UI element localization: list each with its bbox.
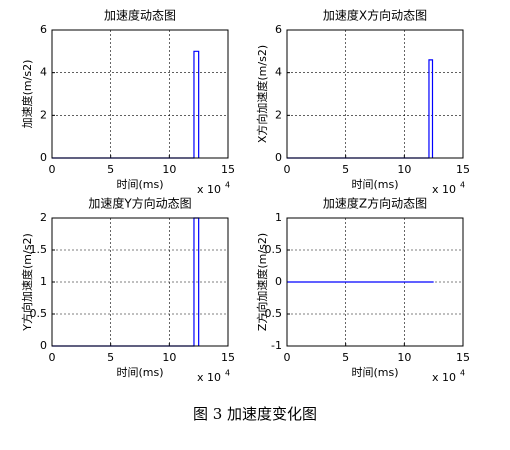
plot-area xyxy=(52,30,228,158)
x-scale-label: x 10 xyxy=(197,371,221,384)
x-axis-label: 时间(ms) xyxy=(351,366,398,379)
x-tick-label: 0 xyxy=(284,351,291,364)
x-scale-exponent: 4 xyxy=(225,181,230,190)
x-tick-label: 10 xyxy=(162,163,176,176)
y-tick-label: 4 xyxy=(275,66,282,79)
plot-frame xyxy=(286,29,464,159)
x-tick-label: 5 xyxy=(107,351,114,364)
y-tick-label: 4 xyxy=(40,66,47,79)
plot-area xyxy=(287,30,463,158)
y-tick-label: 6 xyxy=(275,23,282,36)
plot-frame xyxy=(51,217,229,347)
x-tick-label: 10 xyxy=(397,351,411,364)
x-axis-label: 时间(ms) xyxy=(116,366,163,379)
y-tick-label: 0.5 xyxy=(265,243,283,256)
chart-title: 加速度Z方向动态图 xyxy=(323,196,427,211)
x-tick-label: 0 xyxy=(49,351,56,364)
y-tick-label: 0.5 xyxy=(30,307,48,320)
y-tick-label: 1 xyxy=(40,275,47,288)
y-tick-label: 0 xyxy=(40,339,47,352)
chart-title: 加速度动态图 xyxy=(104,8,176,23)
y-axis-label: X方向加速度(m/s2) xyxy=(255,45,269,143)
y-tick-label: 0 xyxy=(275,151,282,164)
x-tick-label: 15 xyxy=(456,351,470,364)
figure-caption: 图 3 加速度变化图 xyxy=(193,405,317,423)
x-tick-label: 5 xyxy=(107,163,114,176)
y-tick-label: 6 xyxy=(40,23,47,36)
y-tick-label: 2 xyxy=(40,108,47,121)
plot-frame xyxy=(51,29,229,159)
x-tick-label: 15 xyxy=(221,163,235,176)
x-scale-label: x 10 xyxy=(432,183,456,196)
x-scale-label: x 10 xyxy=(197,183,221,196)
x-scale-exponent: 4 xyxy=(225,369,230,378)
y-tick-label: 0 xyxy=(40,151,47,164)
x-tick-label: 10 xyxy=(162,351,176,364)
x-tick-label: 15 xyxy=(456,163,470,176)
plot-frame xyxy=(286,217,464,347)
y-tick-label: 1 xyxy=(275,211,282,224)
y-tick-label: -1 xyxy=(271,339,282,352)
y-axis-label: Y方向加速度(m/s2) xyxy=(20,233,34,331)
y-axis-label: Z方向加速度(m/s2) xyxy=(255,233,269,331)
x-tick-label: 0 xyxy=(49,163,56,176)
x-tick-label: 5 xyxy=(342,351,349,364)
x-scale-label: x 10 xyxy=(432,371,456,384)
y-tick-label: 1.5 xyxy=(30,243,48,256)
x-scale-exponent: 4 xyxy=(460,181,465,190)
x-axis-label: 时间(ms) xyxy=(116,178,163,191)
y-tick-label: -0.5 xyxy=(261,307,282,320)
x-axis-label: 时间(ms) xyxy=(351,178,398,191)
x-scale-exponent: 4 xyxy=(460,369,465,378)
x-tick-label: 5 xyxy=(342,163,349,176)
y-tick-label: 2 xyxy=(275,108,282,121)
chart-title: 加速度X方向动态图 xyxy=(323,8,427,23)
y-tick-label: 0 xyxy=(275,275,282,288)
x-tick-label: 15 xyxy=(221,351,235,364)
chart-title: 加速度Y方向动态图 xyxy=(88,196,191,211)
x-tick-label: 10 xyxy=(397,163,411,176)
x-tick-label: 0 xyxy=(284,163,291,176)
y-axis-label: 加速度(m/s2) xyxy=(20,60,34,129)
y-tick-label: 2 xyxy=(40,211,47,224)
